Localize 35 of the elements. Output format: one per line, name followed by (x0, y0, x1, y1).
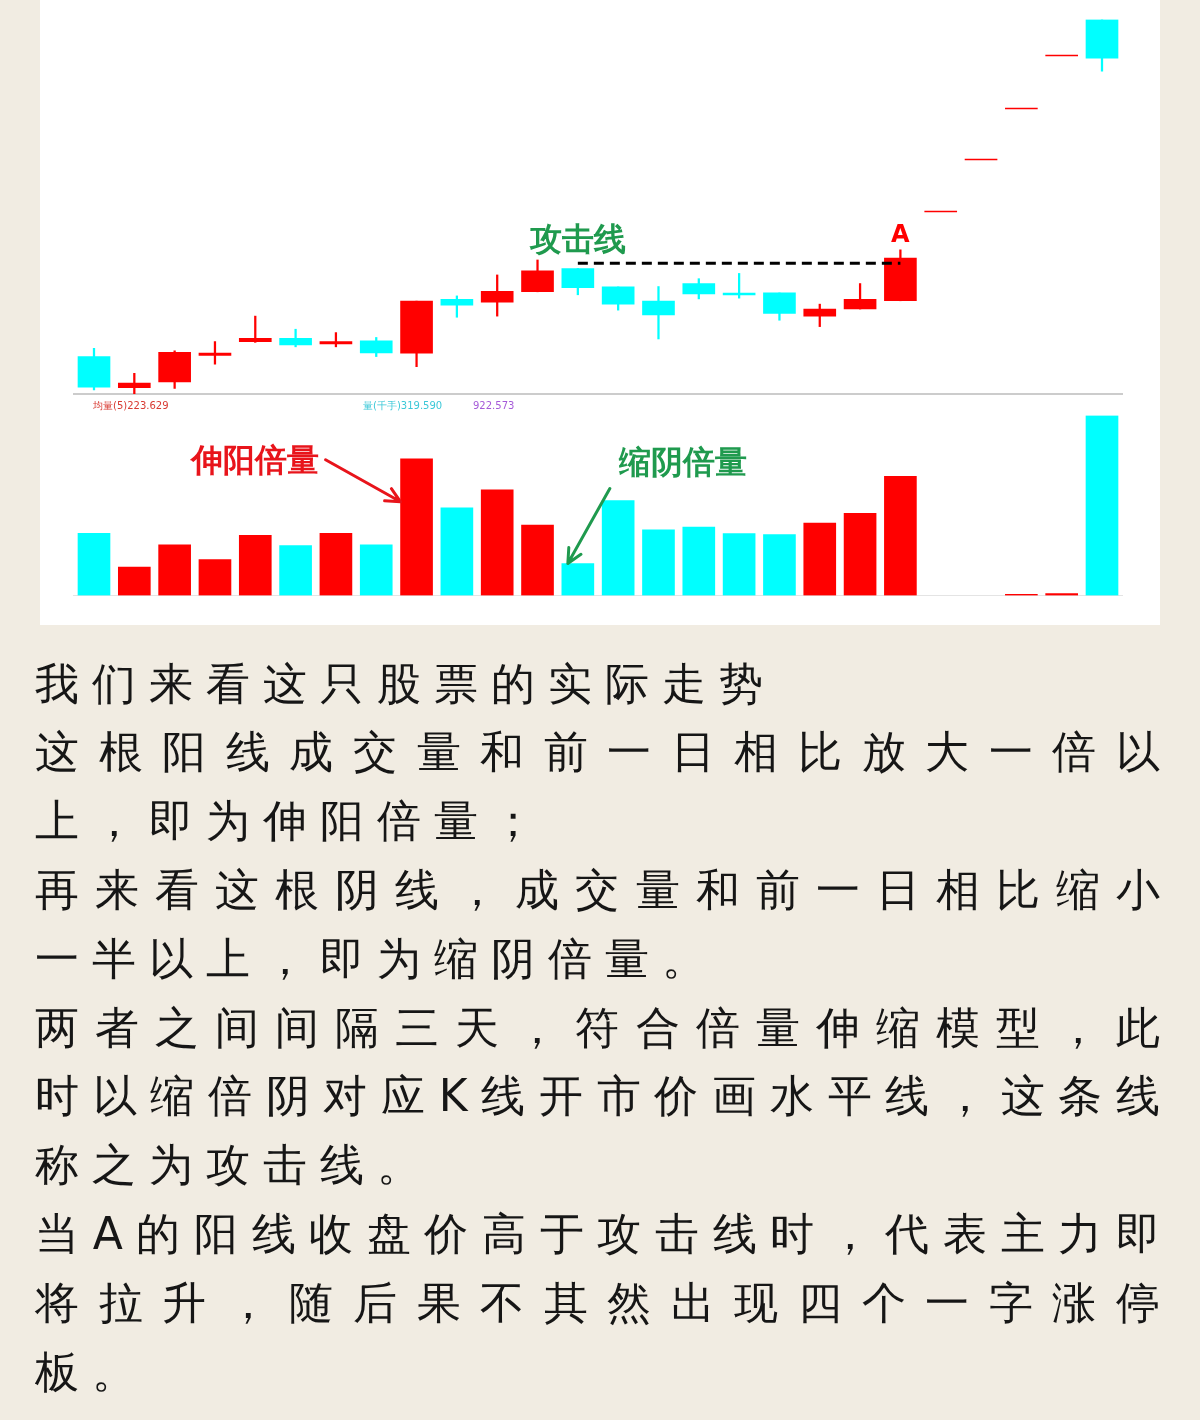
text: 均量(5)223.629 (92, 399, 169, 411)
bar (642, 529, 675, 596)
bar (77, 532, 111, 596)
bar (682, 526, 716, 596)
annotation: A (891, 220, 911, 249)
bar (319, 532, 353, 596)
bar (803, 522, 837, 596)
bar (521, 524, 554, 596)
bar (722, 533, 756, 596)
text: 量(千手)319.590 (363, 399, 443, 411)
bar (198, 559, 232, 596)
annotation: 缩阴倍量 (617, 442, 747, 481)
text: 这根阳线成交量和前一日相比放大一倍以上，即为伸阳倍量； (35, 725, 1173, 849)
bar (763, 534, 796, 596)
bar (400, 458, 433, 596)
bar (158, 544, 191, 596)
bar (279, 545, 312, 596)
bar (884, 476, 917, 596)
bar (1085, 415, 1119, 596)
bar (359, 544, 393, 596)
text: 当A的阳线收盘价高于攻击线时，代表主力即将拉升，随后果不其然出现四个一字涨停板。 (35, 1206, 1173, 1399)
annotation: 伸阳倍量 (188, 441, 319, 480)
bar (843, 512, 877, 596)
bar (480, 489, 514, 596)
bar (238, 534, 272, 596)
candlestick (642, 286, 675, 340)
bar (440, 507, 474, 596)
text: 我们来看这只股票的实际走势 (35, 656, 777, 711)
bar (601, 500, 635, 596)
bar (117, 566, 151, 596)
bar (561, 563, 595, 596)
text: 两者之间间隔三天，符合倍量伸缩模型，此时以缩倍阴对应K线开市价画水平线，这条线称之为攻击线。 (35, 1000, 1173, 1193)
series-label: 攻击线 (528, 219, 626, 258)
text: 再来看这根阴线，成交量和前一日相比缩小一半以上，即为缩阴倍量。 (35, 863, 1173, 986)
text: 922.573 (473, 399, 515, 411)
